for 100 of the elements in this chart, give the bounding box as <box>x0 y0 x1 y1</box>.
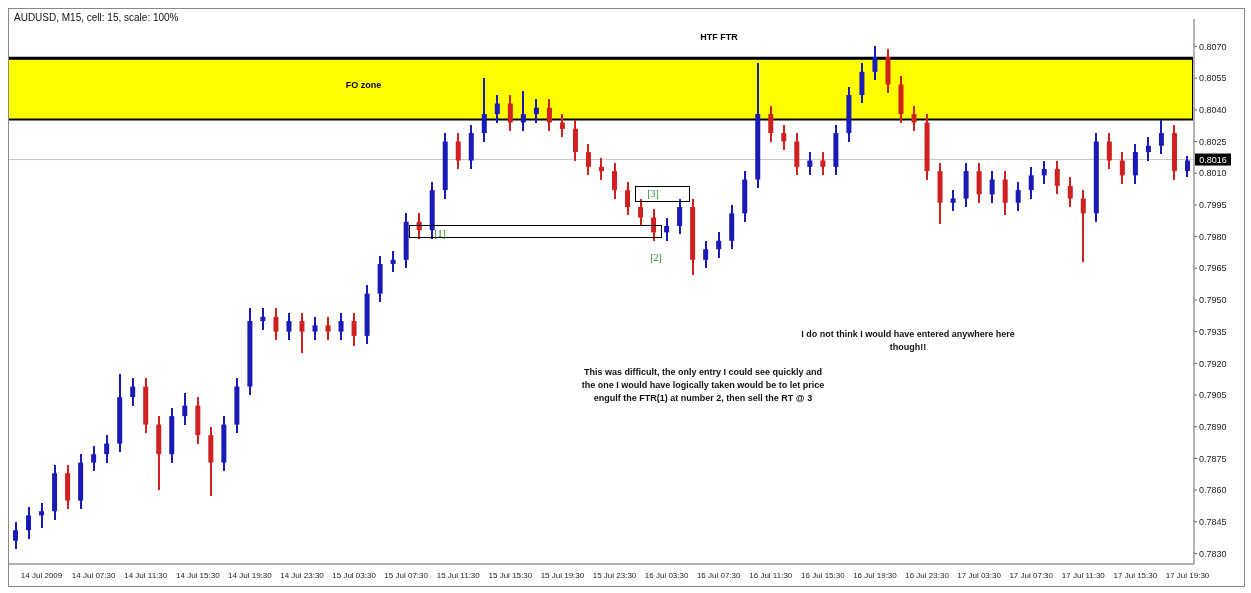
candlestick <box>91 444 97 473</box>
candlestick <box>859 62 865 105</box>
y-tick-label: 0.7845 <box>1199 516 1227 527</box>
candlestick <box>26 505 32 540</box>
candlestick <box>1015 180 1021 213</box>
annotation: [3] <box>646 188 660 199</box>
candlestick <box>625 180 631 217</box>
x-tick-label: 15 Jul 03:30 <box>332 570 377 580</box>
x-tick-label: 14 Jul 23:30 <box>280 570 325 580</box>
y-tick-label: 0.7935 <box>1199 326 1227 337</box>
x-tick-label: 14 Jul 11:30 <box>124 570 168 580</box>
y-tick-label: 0.8070 <box>1199 41 1227 52</box>
candlestick <box>13 520 18 551</box>
x-tick-label: 16 Jul 15:30 <box>801 570 846 580</box>
candlestick <box>351 311 357 348</box>
x-tick-label: 16 Jul 07:30 <box>696 570 742 580</box>
y-tick-label: 0.7830 <box>1199 548 1227 559</box>
y-tick-label: 0.8010 <box>1199 168 1227 179</box>
y-tick-label: 0.8055 <box>1199 73 1227 84</box>
candlestick <box>911 104 917 132</box>
x-tick-label: 14 Jul 19:30 <box>228 570 273 580</box>
candlestick <box>273 307 279 342</box>
candlestick <box>598 157 604 181</box>
x-tick-label: 15 Jul 07:30 <box>384 570 429 580</box>
x-tick-label: 16 Jul 19:30 <box>853 570 898 580</box>
candlestick <box>1184 155 1190 179</box>
x-tick-label: 14 Jul 2009 <box>20 570 63 580</box>
y-tick-label: 0.7920 <box>1199 358 1227 369</box>
candlestick <box>39 501 45 530</box>
annotation: [1] <box>433 228 447 239</box>
candlestick <box>1067 176 1073 208</box>
candlestick <box>820 151 826 177</box>
ref-line-label: HTF FTR <box>700 32 739 43</box>
candlestick <box>807 151 813 177</box>
x-tick-label: 15 Jul 19:30 <box>540 570 585 580</box>
x-tick-label: 17 Jul 19:30 <box>1165 570 1210 580</box>
y-tick-label: 0.7875 <box>1199 453 1227 464</box>
candlestick <box>716 231 722 259</box>
candlestick <box>677 197 683 236</box>
candlestick <box>703 239 709 270</box>
candlestick <box>1132 142 1138 185</box>
candlestick <box>976 161 982 204</box>
candlestick <box>1080 189 1086 263</box>
candlestick <box>1028 165 1034 200</box>
candlestick <box>872 45 878 82</box>
x-tick-label: 16 Jul 03:30 <box>644 570 689 580</box>
candlestick <box>664 216 670 242</box>
y-tick-label: 0.7995 <box>1199 200 1227 211</box>
candlestick <box>1041 159 1047 185</box>
candlestick <box>286 311 292 342</box>
x-tick-label: 16 Jul 23:30 <box>905 570 950 580</box>
candlestick <box>1106 132 1112 170</box>
candlestick <box>585 142 591 177</box>
candlestick <box>299 311 305 354</box>
x-tick-label: 17 Jul 11:30 <box>1061 570 1106 580</box>
x-tick-label: 15 Jul 23:30 <box>592 570 637 580</box>
chart-title: AUDUSD, M15, cell: 15, scale: 100% <box>14 12 179 23</box>
y-tick-label: 0.8040 <box>1199 105 1227 116</box>
candlestick <box>559 113 565 139</box>
candlestick <box>481 77 487 143</box>
x-tick-label: 15 Jul 15:30 <box>488 570 533 580</box>
candlestick <box>390 250 396 274</box>
candlestick <box>768 104 774 143</box>
candlestick <box>507 94 513 132</box>
candlestick <box>1145 136 1151 162</box>
candlestick <box>455 132 461 170</box>
candlestick <box>612 161 618 200</box>
annotation: [2] <box>649 252 663 263</box>
y-tick-label: 0.7950 <box>1199 295 1227 306</box>
candlestick <box>1054 159 1060 196</box>
candlestick <box>989 170 995 204</box>
candlestick <box>520 89 526 132</box>
candlestick <box>130 377 136 407</box>
x-tick-label: 17 Jul 15:30 <box>1113 570 1158 580</box>
candlestick <box>312 315 318 342</box>
y-tick-label: 0.7980 <box>1199 231 1227 242</box>
candlestick <box>1002 170 1008 217</box>
x-tick-label: 14 Jul 07:30 <box>71 570 116 580</box>
y-tick-label: 0.8025 <box>1199 136 1227 147</box>
candlestick <box>1119 151 1125 185</box>
ref-line-label: 0.8016 <box>1199 154 1227 165</box>
candlestick <box>260 307 266 331</box>
candlestick <box>638 197 644 228</box>
y-tick-label: 0.7965 <box>1199 263 1227 274</box>
x-tick-label: 17 Jul 07:30 <box>1009 570 1054 580</box>
candlestick <box>494 94 500 124</box>
candlestick <box>781 123 787 151</box>
annotation: I do not think I would have entered anywhere here though!! <box>800 328 1016 354</box>
x-tick-label: 15 Jul 11:30 <box>436 570 481 580</box>
candlestick <box>546 98 552 132</box>
candlestick <box>950 189 956 213</box>
y-tick-label: 0.7905 <box>1199 390 1227 401</box>
y-tick-label: 0.7860 <box>1199 485 1227 496</box>
x-tick-label: 17 Jul 03:30 <box>957 570 1002 580</box>
x-tick-label: 14 Jul 15:30 <box>176 570 221 580</box>
candlestick <box>572 119 578 162</box>
y-tick-label: 0.7890 <box>1199 421 1227 432</box>
band-label: FO zone <box>345 80 382 91</box>
candlestick <box>338 311 344 342</box>
candlestick <box>182 391 188 426</box>
